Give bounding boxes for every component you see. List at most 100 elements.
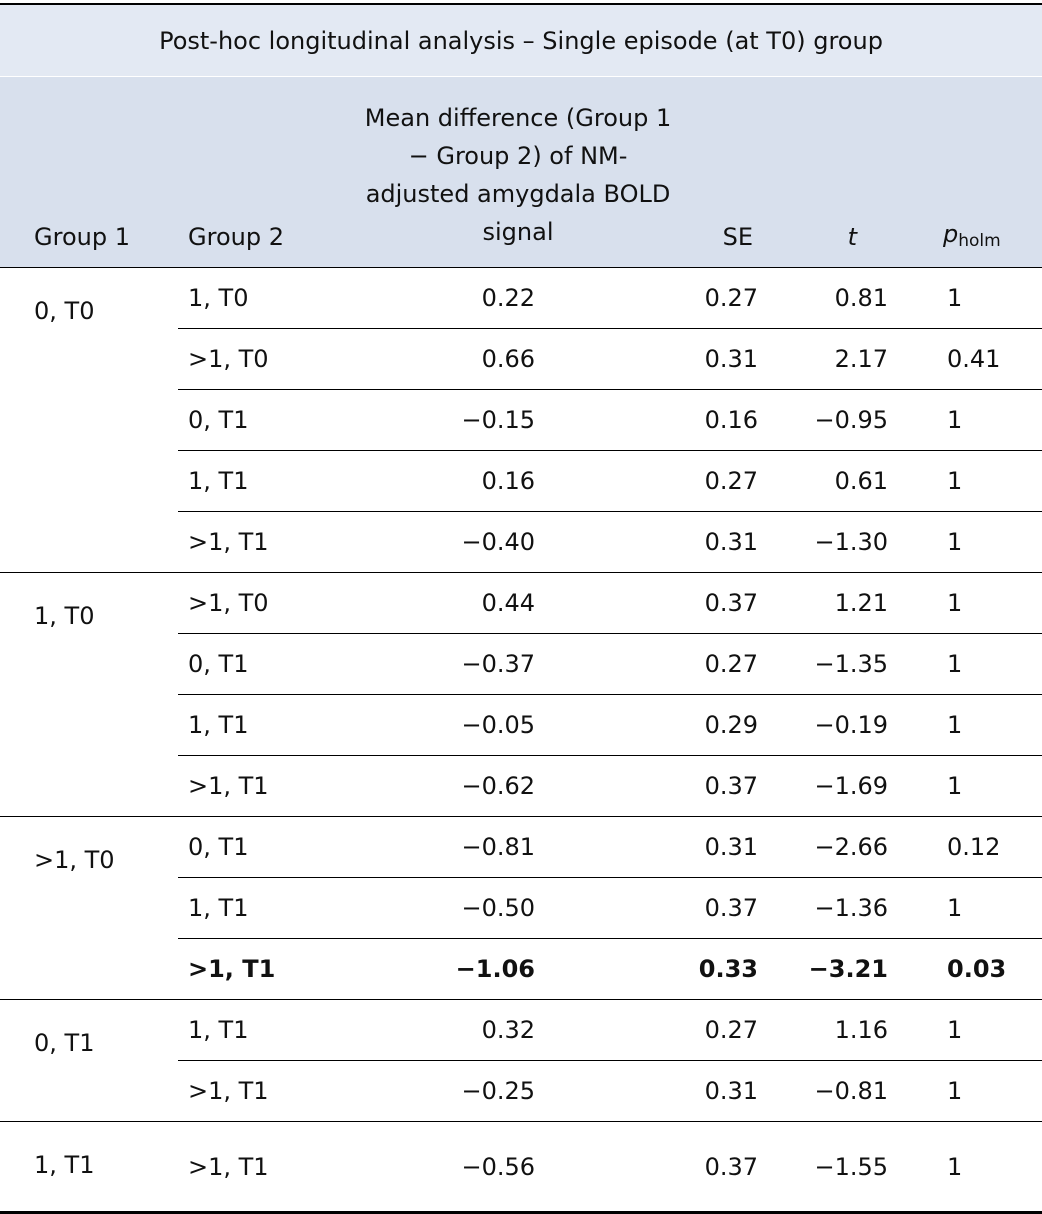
table-body: 0, T0 1, T0 0.22 0.27 0.81 1 >1, T0 0.66 0.31 2.1…: [0, 268, 1042, 1214]
group1-cell: 1, T1: [0, 1121, 178, 1214]
table-row: 1, T1 0.16 0.27 0.61 1: [0, 450, 1042, 512]
table-cell: −3.21: [775, 938, 905, 1000]
table-cell: 2.17: [775, 328, 905, 390]
table-row: 0, T1 −0.15 0.16 −0.95 1: [0, 389, 1042, 451]
table-cell: −0.62: [328, 755, 560, 817]
table-cell: −1.69: [775, 755, 905, 817]
table-cell: 1: [905, 1060, 1042, 1122]
table-cell: 0, T1: [178, 816, 328, 878]
table-cell: 0.33: [560, 938, 775, 1000]
group1-cell: 0, T0: [34, 297, 95, 325]
table-cell: 0.27: [560, 999, 775, 1061]
table-cell: 0.31: [560, 328, 775, 390]
table-row: >1, T0 0, T1 −0.81 0.31 −2.66 0.12: [0, 816, 1042, 1000]
column-header: Mean difference (Group 1 − Group 2) of N…: [364, 104, 672, 246]
table-cell: >1, T1: [178, 938, 328, 1000]
table-cell: −0.56: [328, 1121, 560, 1214]
table-cell: −1.36: [775, 877, 905, 939]
table-cell: >1, T0: [178, 572, 328, 634]
column-header: Group 2: [178, 76, 328, 268]
table-cell: 0, T1: [178, 389, 328, 451]
table-cell: 1: [905, 572, 1042, 634]
table-cell: −0.37: [328, 633, 560, 695]
table-cell: 0.27: [560, 450, 775, 512]
table-cell: 1.16: [775, 999, 905, 1061]
table-cell: 1: [905, 450, 1042, 512]
table-cell: 1, T0: [188, 284, 249, 312]
table-row: >1, T0 0.66 0.31 2.17 0.41: [0, 328, 1042, 390]
table-row: 0, T0 1, T0 0.22 0.27 0.81 1: [0, 268, 1042, 329]
p-symbol: p: [943, 220, 959, 248]
table-cell: 1, T1: [178, 877, 328, 939]
table-cell: 1, T1: [178, 999, 328, 1061]
table-cell: −0.05: [328, 694, 560, 756]
table-cell: 1: [905, 999, 1042, 1061]
table-cell: 0.29: [560, 694, 775, 756]
table-row: >1, T1 −0.40 0.31 −1.30 1: [0, 511, 1042, 573]
table-row: >1, T1 −1.06 0.33 −3.21 0.03: [0, 938, 1042, 1000]
table-cell: −0.40: [328, 511, 560, 573]
table-cell: −2.66: [775, 816, 905, 878]
table-title: Post-hoc longitudinal analysis – Single …: [0, 3, 1042, 77]
table-row: 0, T1 −0.37 0.27 −1.35 1: [0, 633, 1042, 695]
table-cell: −1.55: [775, 1121, 905, 1214]
table-cell: −1.35: [775, 633, 905, 695]
table-cell: −0.15: [328, 389, 560, 451]
table-cell: >1, T1: [178, 755, 328, 817]
table-cell: 0.37: [560, 1121, 775, 1214]
group1-cell: 1, T0: [0, 572, 178, 817]
table-row: 0, T1 1, T1 0.32 0.27 1.16 1: [0, 999, 1042, 1122]
table-cell: −1.30: [775, 511, 905, 573]
table-cell: 0.12: [905, 816, 1042, 878]
table-cell: 1: [905, 389, 1042, 451]
table-cell: 1: [905, 877, 1042, 939]
table-cell: 0.37: [560, 755, 775, 817]
table-cell: 0.61: [775, 450, 905, 512]
group1-cell: >1, T0: [0, 816, 178, 1000]
page: Post-hoc longitudinal analysis – Single …: [0, 3, 1042, 1214]
table-cell: 0.31: [560, 511, 775, 573]
table-row: 1, T0 >1, T0 0.44 0.37 1.21 1: [0, 572, 1042, 817]
table-cell: 0.81: [834, 284, 888, 312]
results-table: Post-hoc longitudinal analysis – Single …: [0, 3, 1042, 1214]
table-cell: 0.31: [560, 816, 775, 878]
table-cell: 0.32: [328, 999, 560, 1061]
table-cell: 0.31: [560, 1060, 775, 1122]
p-subscript: holm: [958, 231, 1001, 251]
table-row: 1, T1 −0.05 0.29 −0.19 1: [0, 694, 1042, 756]
table-row: 1, T1 >1, T1 −0.56 0.37 −1.55 1: [0, 1121, 1042, 1214]
table-cell: 0.37: [560, 877, 775, 939]
column-header: Group 1: [0, 76, 178, 268]
table-cell: 0.44: [328, 572, 560, 634]
table-cell: −0.95: [775, 389, 905, 451]
table-cell: 1, T1: [178, 450, 328, 512]
column-header: t: [775, 76, 905, 268]
table-cell: >1, T0: [178, 328, 328, 390]
table-cell: 0.22: [481, 284, 535, 312]
table-cell: −0.81: [775, 1060, 905, 1122]
table-cell: 0.41: [905, 328, 1042, 390]
table-cell: 1, T1: [178, 694, 328, 756]
table-cell: −0.81: [328, 816, 560, 878]
table-row: 1, T1 −0.50 0.37 −1.36 1: [0, 877, 1042, 939]
table-cell: 1: [905, 633, 1042, 695]
table-cell: 0.16: [328, 450, 560, 512]
column-header: pholm: [905, 76, 1042, 268]
table-cell: >1, T1: [178, 1121, 328, 1214]
table-cell: −0.50: [328, 877, 560, 939]
table-row: >1, T1 −0.25 0.31 −0.81 1: [0, 1060, 1042, 1122]
table-cell: 0.66: [328, 328, 560, 390]
table-cell: 1: [947, 284, 963, 312]
table-cell: 1: [905, 511, 1042, 573]
table-cell: 0.16: [560, 389, 775, 451]
group1-cell: 0, T1: [0, 999, 178, 1122]
table-cell: 1.21: [775, 572, 905, 634]
table-cell: 0.27: [560, 633, 775, 695]
table-cell: −0.19: [775, 694, 905, 756]
table-cell: 0, T1: [178, 633, 328, 695]
table-cell: 1: [905, 755, 1042, 817]
table-cell: 1: [905, 1121, 1042, 1214]
table-cell: 0.03: [905, 938, 1042, 1000]
table-cell: >1, T1: [178, 1060, 328, 1122]
table-cell: 1: [905, 694, 1042, 756]
